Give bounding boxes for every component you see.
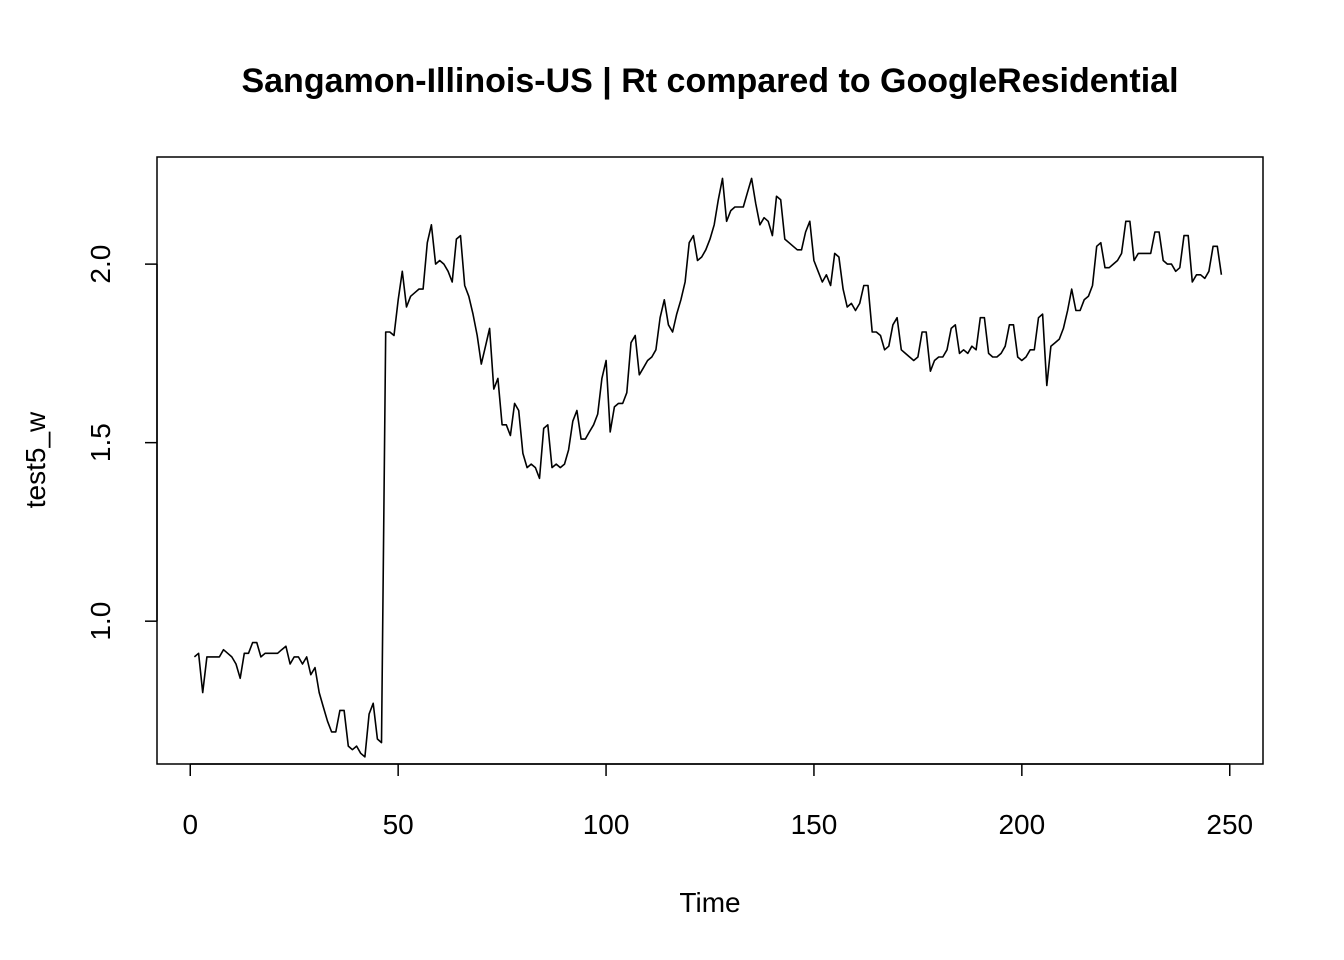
x-tick-label: 200 xyxy=(998,809,1045,840)
y-tick-label: 1.0 xyxy=(85,602,116,641)
y-tick-label: 1.5 xyxy=(85,423,116,462)
x-tick-label: 0 xyxy=(182,809,198,840)
x-tick-label: 100 xyxy=(583,809,630,840)
series-line xyxy=(193,177,1223,758)
y-axis: 1.0 1.5 2.0 xyxy=(85,245,158,641)
x-tick-label: 250 xyxy=(1206,809,1253,840)
y-tick-label: 2.0 xyxy=(85,245,116,284)
x-axis: 0 50 100 150 200 250 xyxy=(182,763,1253,840)
chart-title: Sangamon-Illinois-US | Rt compared to Go… xyxy=(241,62,1178,100)
y-axis-label: test5_w xyxy=(20,411,51,508)
x-tick-label: 50 xyxy=(383,809,414,840)
x-axis-label: Time xyxy=(679,887,740,918)
x-tick-label: 150 xyxy=(791,809,838,840)
